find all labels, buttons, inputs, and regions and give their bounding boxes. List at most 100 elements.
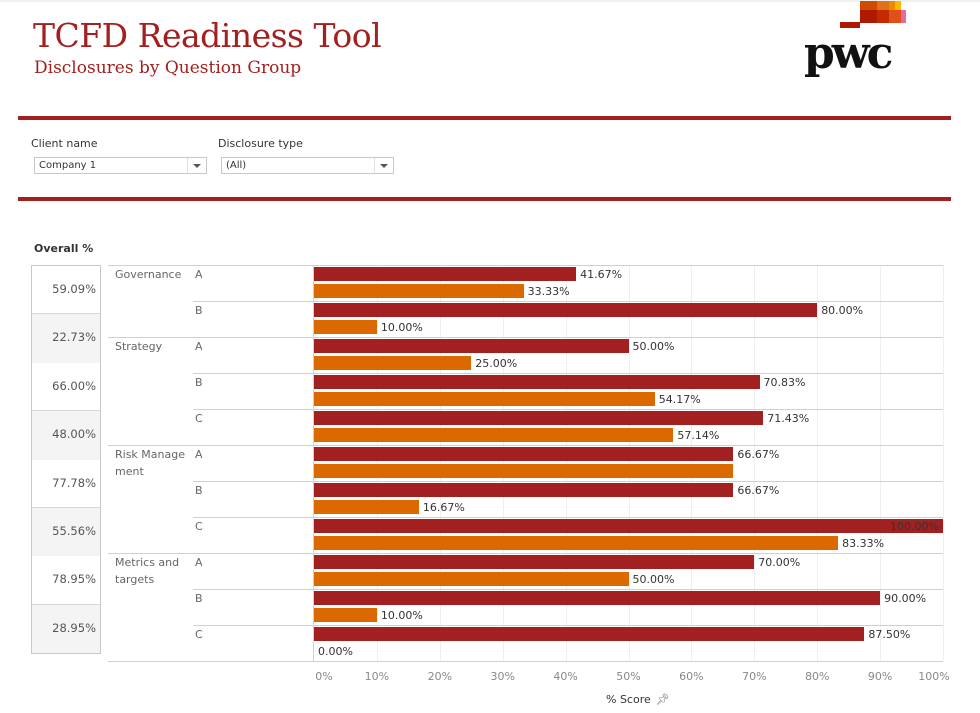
gridline (817, 265, 819, 661)
bar-prior (314, 572, 629, 586)
disclosure-type-value: (All) (226, 160, 247, 171)
top-border (0, 0, 980, 2)
gridline (943, 265, 944, 661)
bar-label: 70.83% (763, 376, 806, 389)
y-axis-line (313, 265, 314, 661)
gridline (880, 265, 882, 661)
client-name-label: Client name (31, 137, 98, 150)
bar-prior (314, 392, 655, 406)
client-name-value: Company 1 (39, 160, 97, 171)
bar-current (314, 627, 865, 641)
row-divider (193, 409, 943, 410)
overall-cell: 59.09% (32, 266, 100, 315)
bar-label: 83.33% (842, 537, 885, 550)
client-name-select[interactable]: Company 1 (34, 157, 207, 174)
divider-top (18, 116, 951, 120)
overall-value: 77.78% (52, 475, 96, 490)
bar-prior (314, 500, 419, 514)
disclosure-type-label: Disclosure type (218, 137, 303, 150)
group-divider (108, 337, 943, 338)
bar-prior (314, 320, 377, 334)
chevron-down-icon[interactable] (374, 158, 393, 173)
overall-cell: 22.73% (32, 314, 100, 363)
disclosure-type-select[interactable]: (All) (221, 157, 394, 174)
bar-current (314, 519, 943, 533)
overall-cell: 77.78% (32, 460, 100, 508)
x-tick-label: 90% (867, 670, 893, 683)
overall-cell: 28.95% (32, 604, 100, 654)
subgroup-label: C (195, 520, 203, 533)
group-divider (108, 265, 943, 266)
subgroup-label: A (195, 448, 203, 461)
bar-label: 16.67% (422, 501, 465, 514)
pwc-logo: pwc (804, 1, 906, 79)
bar-prior (314, 464, 734, 478)
bar-current (314, 267, 577, 281)
gridline (691, 265, 693, 661)
x-axis-title-text: % Score (606, 693, 651, 706)
group-label: Metrics and targets (115, 556, 180, 586)
bar-prior (314, 608, 377, 622)
bar-label: 66.67% (737, 448, 780, 461)
gridline (754, 265, 756, 661)
row-divider (193, 301, 943, 302)
chevron-down-icon[interactable] (187, 158, 206, 173)
bar-label: 10.00% (380, 609, 423, 622)
bar-prior (314, 284, 524, 298)
bar-prior (314, 356, 472, 370)
x-tick-label: 10% (364, 670, 390, 683)
x-tick-label: 0% (315, 670, 333, 683)
overall-cell: 55.56% (32, 507, 100, 557)
divider-bottom (18, 197, 951, 201)
x-tick-label: 100% (918, 670, 950, 683)
bar-label: 54.17% (658, 393, 701, 406)
subgroup-label: B (195, 376, 203, 389)
pin-icon[interactable]: 📌︎ (655, 693, 670, 706)
overall-cell: 78.95% (32, 556, 100, 605)
bar-current (314, 447, 734, 461)
page-title: TCFD Readiness Tool (33, 16, 382, 55)
bar-label: 57.14% (677, 429, 720, 442)
bar-label: 66.67% (737, 484, 780, 497)
x-tick-label: 30% (490, 670, 515, 683)
bar-current (314, 483, 734, 497)
gridline (628, 265, 630, 661)
row-divider (193, 373, 943, 374)
page-subtitle: Disclosures by Question Group (34, 58, 302, 78)
bar-prior (314, 536, 839, 550)
bar-current (314, 339, 629, 353)
subgroup-label: C (195, 412, 203, 425)
bar-label: 0.00% (318, 645, 353, 658)
subgroup-label: C (195, 628, 203, 641)
gridline (502, 265, 504, 661)
subgroup-label: A (195, 556, 203, 569)
overall-value: 48.00% (52, 427, 96, 442)
bar-label: 25.00% (475, 357, 518, 370)
overall-table: 59.09% 22.73% 66.00% 48.00% 77.78% 55.56… (31, 265, 101, 655)
bar-current (314, 303, 818, 317)
gridline (565, 265, 567, 661)
x-axis-title: % Score 📌︎ (606, 693, 670, 706)
group-label: Risk Manage ment (115, 448, 185, 478)
overall-cell: 66.00% (32, 363, 100, 412)
bar-label: 70.00% (758, 556, 801, 569)
overall-value: 66.00% (52, 378, 96, 393)
subgroup-label: A (195, 340, 203, 353)
subgroup-label: A (195, 268, 203, 281)
row-divider (193, 517, 943, 518)
subgroup-label: B (195, 304, 203, 317)
group-label: Strategy (115, 340, 163, 353)
x-tick-label: 50% (616, 670, 641, 683)
group-divider (108, 445, 943, 446)
subgroup-label: B (195, 592, 203, 605)
bar-prior (314, 428, 674, 442)
bar-label: 10.00% (380, 321, 423, 334)
x-tick-label: 20% (427, 670, 453, 683)
bar-current (314, 555, 755, 569)
logo-text: pwc (804, 28, 892, 79)
bar-label: 100.00% (890, 520, 939, 533)
overall-value: 78.95% (52, 572, 96, 587)
bar-label: 87.50% (868, 628, 911, 641)
bar-label: 80.00% (821, 304, 864, 317)
bar-label: 50.00% (632, 340, 675, 353)
